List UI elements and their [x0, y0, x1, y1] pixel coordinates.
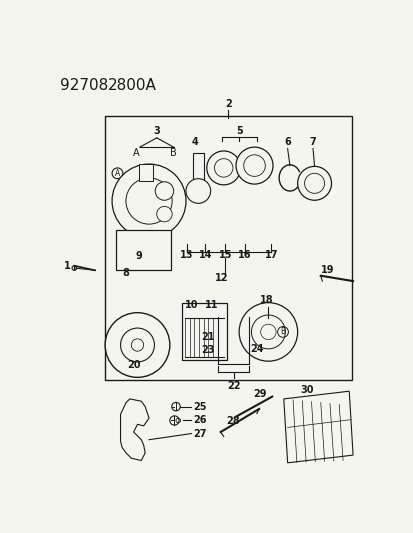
Circle shape — [243, 155, 265, 176]
Text: A: A — [133, 148, 140, 158]
Bar — [192, 152, 203, 182]
Text: 14: 14 — [198, 250, 211, 260]
Bar — [105, 116, 351, 379]
Circle shape — [304, 173, 324, 193]
Text: 12: 12 — [215, 273, 228, 283]
Text: B: B — [170, 148, 177, 158]
Circle shape — [297, 166, 331, 200]
Text: 10: 10 — [185, 300, 198, 310]
Text: 21: 21 — [200, 332, 214, 342]
Bar — [182, 303, 226, 360]
Circle shape — [251, 315, 285, 349]
Text: 7: 7 — [309, 137, 316, 147]
Text: 5: 5 — [236, 126, 243, 135]
Circle shape — [239, 303, 297, 361]
Text: 1: 1 — [64, 261, 71, 271]
Text: 9: 9 — [135, 252, 142, 262]
Text: 16: 16 — [237, 250, 251, 260]
Text: 27: 27 — [193, 429, 206, 439]
Text: 15: 15 — [218, 250, 231, 260]
Circle shape — [206, 151, 240, 185]
Circle shape — [126, 178, 172, 224]
Polygon shape — [283, 391, 352, 463]
Circle shape — [105, 313, 169, 377]
Text: 20: 20 — [126, 360, 140, 370]
Text: 26: 26 — [193, 415, 206, 425]
Text: 28: 28 — [225, 416, 239, 426]
Circle shape — [260, 324, 275, 340]
Text: 6: 6 — [284, 137, 290, 147]
Text: 2: 2 — [224, 99, 231, 109]
Text: A: A — [114, 169, 120, 178]
Text: 25: 25 — [193, 401, 206, 411]
Text: 11: 11 — [204, 300, 218, 310]
Circle shape — [185, 179, 210, 203]
Text: B: B — [280, 327, 285, 336]
Text: 13: 13 — [180, 250, 193, 260]
Text: 24: 24 — [250, 344, 263, 354]
Text: 18: 18 — [259, 295, 273, 305]
Circle shape — [157, 206, 172, 222]
Text: 92708: 92708 — [60, 78, 109, 93]
Text: 29: 29 — [252, 389, 266, 399]
Text: 2800A: 2800A — [108, 78, 157, 93]
Bar — [139, 164, 152, 181]
Circle shape — [112, 164, 185, 238]
Circle shape — [155, 182, 173, 200]
Text: 23: 23 — [200, 345, 214, 356]
Circle shape — [235, 147, 272, 184]
Polygon shape — [120, 399, 149, 461]
Text: 30: 30 — [300, 385, 313, 395]
Text: 3: 3 — [153, 126, 160, 136]
Text: 19: 19 — [320, 265, 333, 276]
Text: 8: 8 — [122, 269, 129, 278]
Text: 17: 17 — [264, 250, 278, 260]
Text: 22: 22 — [226, 381, 240, 391]
Text: 4: 4 — [191, 137, 198, 147]
Circle shape — [120, 328, 154, 362]
Circle shape — [131, 339, 143, 351]
Bar — [116, 230, 171, 270]
Circle shape — [214, 159, 233, 177]
